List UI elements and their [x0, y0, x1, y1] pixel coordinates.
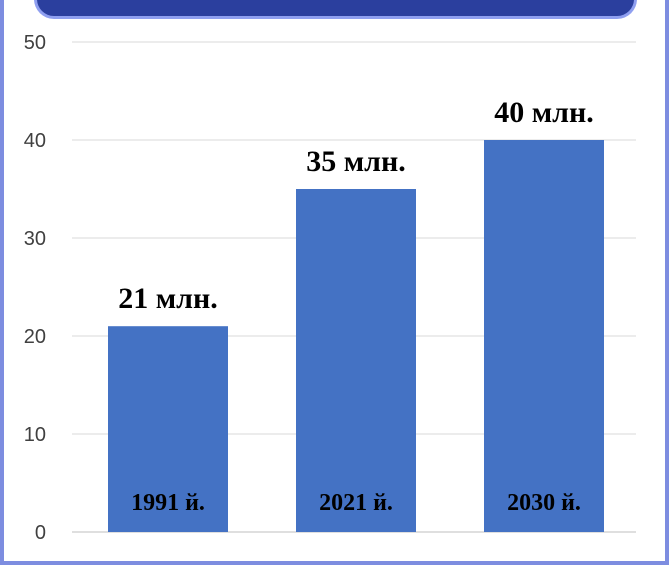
y-tick-label: 50 [24, 32, 46, 54]
y-tick-label: 0 [35, 522, 46, 544]
x-category-label: 2030 й. [507, 490, 581, 516]
bar [484, 140, 604, 532]
data-label: 21 млн. [118, 282, 218, 315]
y-axis-ticks: 0 10 20 30 40 50 [24, 32, 46, 544]
value-labels: 21 млн. 35 млн. 40 млн. [118, 96, 594, 315]
bars [108, 140, 604, 532]
bar [108, 326, 228, 532]
y-tick-label: 30 [24, 228, 46, 250]
y-tick-label: 10 [24, 424, 46, 446]
data-label: 40 млн. [494, 96, 594, 129]
y-tick-label: 20 [24, 326, 46, 348]
y-tick-label: 40 [24, 130, 46, 152]
category-labels: 1991 й. 2021 й. 2030 й. [131, 490, 581, 516]
bar [296, 189, 416, 532]
x-category-label: 1991 й. [131, 490, 205, 516]
data-label: 35 млн. [306, 145, 406, 178]
x-category-label: 2021 й. [319, 490, 393, 516]
